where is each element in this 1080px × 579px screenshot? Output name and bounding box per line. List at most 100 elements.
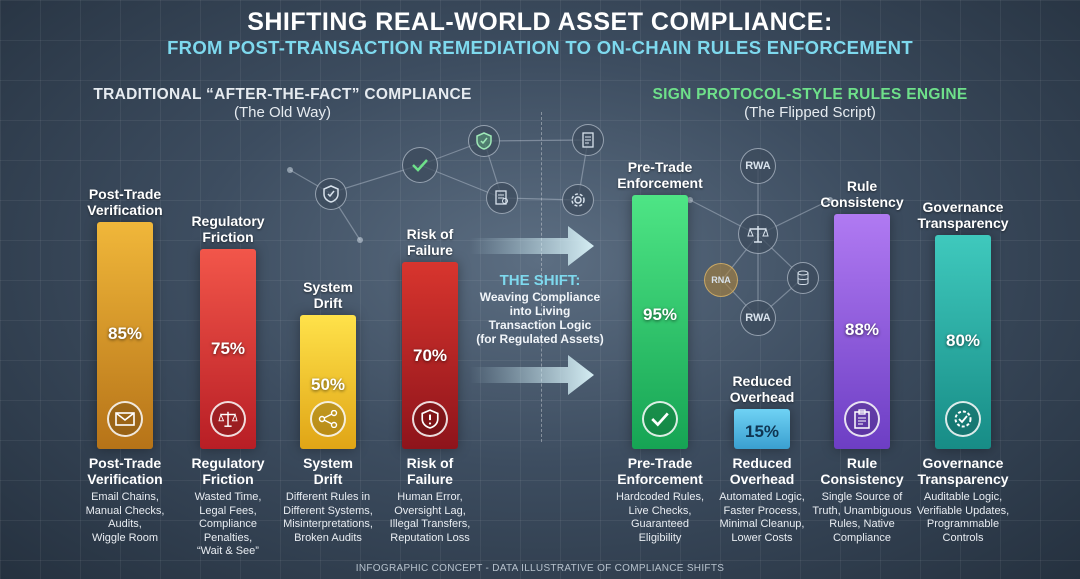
description-line: Legal Fees, (199, 504, 257, 517)
rwa-node-top: RWA (740, 148, 776, 184)
description-line: Human Error, (397, 491, 463, 503)
description-line: Reputation Loss (390, 531, 470, 544)
scales-icon (210, 401, 246, 437)
description-line: Oversight Lag, (394, 504, 466, 517)
gear-node-icon (562, 184, 594, 216)
category-title: Risk of Failure (375, 455, 485, 487)
bar-category-label: Reduced Overhead (707, 373, 817, 405)
category-title: Rule Consistency (807, 455, 917, 487)
envelope-icon (107, 401, 143, 437)
database-node-icon (787, 262, 819, 294)
shift-desc-line: Weaving Compliance (479, 290, 601, 304)
page-title: SHIFTING REAL-WORLD ASSET COMPLIANCE: (247, 8, 833, 36)
category-description: Hardcoded Rules, Live Checks, Guaranteed El… (602, 491, 718, 545)
shift-desc-line: Transaction Logic (488, 318, 592, 332)
shift-desc-line: (for Regulated Assets) (476, 332, 604, 346)
shift-arrow-bottom (470, 355, 594, 395)
category-title-line: Reduced (732, 455, 792, 471)
bar-value-label: 15% (744, 422, 780, 441)
description-line: Guaranteed (630, 518, 690, 530)
category-description: Single Source of Truth, Unambiguous Rules,… (804, 491, 920, 545)
bar-label-line: Friction (202, 229, 254, 245)
clipboard-icon (844, 401, 880, 437)
category-description: Automated Logic, Faster Process, Minimal C… (704, 491, 820, 545)
category-description: Email Chains, Manual Checks, Audits, Wiggle… (67, 491, 183, 545)
description-line: Automated Logic, (719, 491, 805, 503)
bar-label-line: Overhead (729, 389, 795, 405)
left-section-subtitle: (The Old Way) (234, 104, 331, 121)
category-title-line: Pre-Trade (627, 455, 693, 471)
bar-label-line: Enforcement (617, 175, 703, 191)
category-title: Pre-Trade Enforcement (605, 455, 715, 487)
bar-value-label: 70% (412, 346, 448, 366)
shift-description: Weaving Compliance into Living Transacti… (470, 290, 610, 346)
category-title-line: Enforcement (617, 471, 703, 487)
shift-desc-line: into Living (509, 304, 571, 318)
shift-arrow-top (470, 226, 594, 266)
bar-label-line: Reduced (732, 373, 792, 389)
category-title-line: Consistency (820, 471, 904, 487)
description-line: Live Checks, (628, 504, 692, 517)
footer-note: INFOGRAPHIC CONCEPT - DATA ILLUSTRATIVE … (355, 563, 725, 574)
bar-value-label: 85% (107, 324, 143, 344)
scales-node-icon (738, 214, 778, 254)
bar-label-line: Verification (87, 202, 163, 218)
bar-value-label: 88% (844, 319, 880, 339)
bar-label-line: Rule (846, 178, 878, 194)
category-title: System Drift (273, 455, 383, 487)
document-search-node-icon (486, 182, 518, 214)
bar-value-label: 80% (945, 331, 981, 351)
alert-shield-icon (412, 401, 448, 437)
description-line: Programmable (926, 518, 1000, 530)
bar-value-label: 95% (642, 305, 678, 324)
left-section-title: TRADITIONAL “AFTER-THE-FACT” COMPLIANCE (93, 86, 472, 103)
rwa-node-bottom: RWA (740, 300, 776, 336)
shield-check-node-icon (315, 178, 347, 210)
bar-label-line: Risk of (406, 226, 454, 242)
checkmark-icon (642, 401, 678, 437)
bar-category-label: Pre-Trade Enforcement (605, 159, 715, 191)
description-line: Different Rules in (285, 491, 371, 503)
category-title-line: Transparency (917, 471, 1009, 487)
bar-label-line: Regulatory (191, 213, 265, 229)
description-line: Auditable Logic, (923, 491, 1003, 503)
description-line: Single Source of (821, 491, 903, 503)
category-title: Regulatory Friction (173, 455, 283, 487)
bar-category-label: Governance Transparency (908, 199, 1018, 231)
category-title-line: Friction (202, 471, 254, 487)
bar-label-line: Governance (922, 199, 1004, 215)
description-line: Illegal Transfers, (389, 518, 471, 530)
category-description: Different Rules in Different Systems, Misi… (270, 491, 386, 545)
bar-label-line: Failure (407, 242, 453, 258)
bar-label-line: Drift (313, 295, 343, 311)
description-line: Rules, Native (829, 518, 895, 530)
category-title-line: Regulatory (191, 455, 265, 471)
rna-coin-node: RNA (704, 263, 738, 297)
description-line: Wasted Time, (194, 491, 262, 503)
section-divider (541, 112, 542, 442)
right-section-title: SIGN PROTOCOL-STYLE RULES ENGINE (652, 86, 968, 103)
bar-category-label: Regulatory Friction (173, 213, 283, 245)
check-node-icon (402, 147, 438, 183)
category-description: Auditable Logic, Verifiable Updates, Progr… (905, 491, 1021, 545)
bar-value-label: 50% (310, 375, 346, 395)
bar-value-label: 75% (210, 339, 246, 358)
description-line: Lower Costs (731, 531, 793, 544)
category-description: Wasted Time, Legal Fees, Compliance Penalti… (170, 491, 286, 559)
document-node-icon (572, 124, 604, 156)
category-title-line: Overhead (729, 471, 795, 487)
category-title-line: Post-Trade (88, 455, 162, 471)
description-line: Broken Audits (294, 531, 362, 544)
category-title-line: Failure (407, 471, 453, 487)
bar-category-label: Risk of Failure (375, 226, 485, 258)
category-title-line: Drift (313, 471, 343, 487)
category-title: Post-Trade Verification (70, 455, 180, 487)
bar-label-line: Pre-Trade (627, 159, 693, 175)
bar-category-label: Rule Consistency (807, 178, 917, 210)
right-section-subtitle: (The Flipped Script) (744, 104, 876, 121)
shield-node-icon (468, 125, 500, 157)
description-line: Email Chains, (91, 491, 159, 503)
description-line: “Wait & See” (197, 545, 259, 557)
description-line: Controls (942, 531, 984, 544)
chart-bar (734, 409, 790, 449)
